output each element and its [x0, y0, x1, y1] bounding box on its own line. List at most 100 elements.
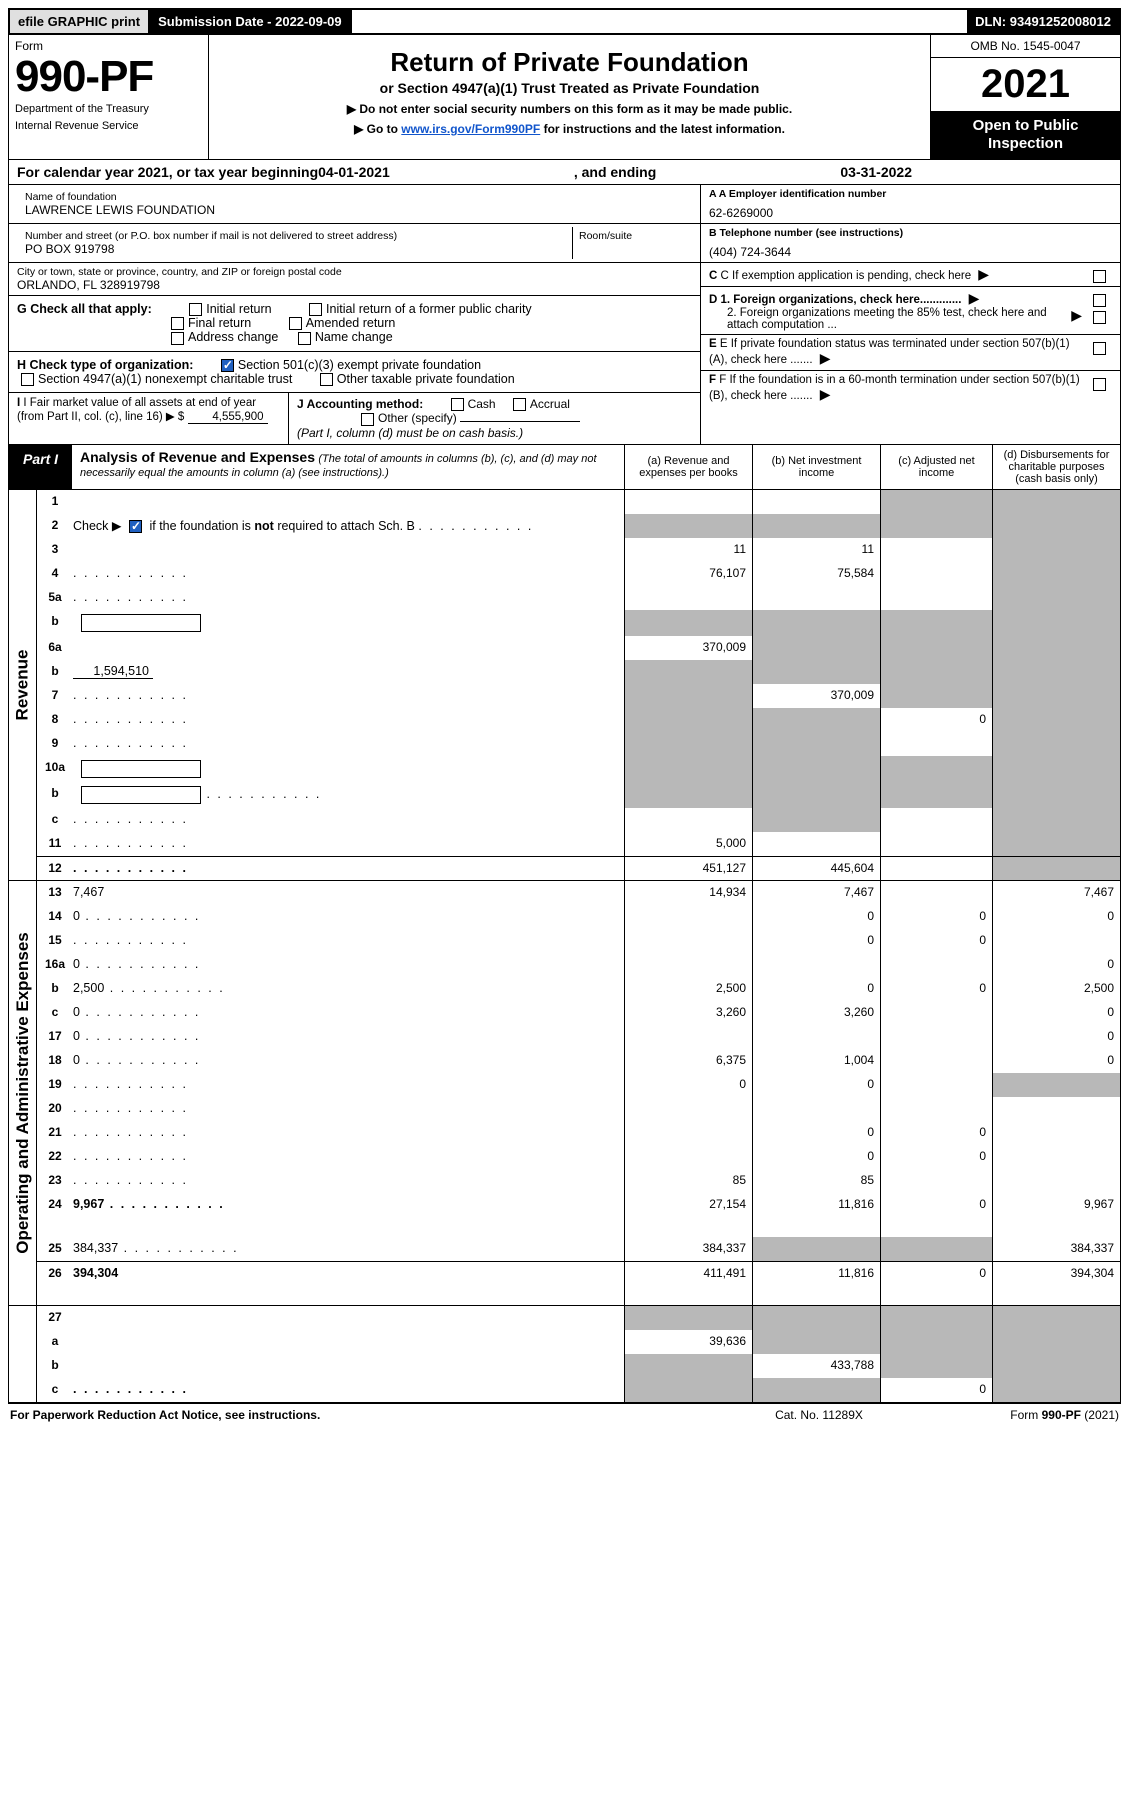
row-description: 1,594,510 [73, 660, 624, 684]
row-number: 5a [37, 586, 73, 610]
cell-a: 76,107 [624, 562, 752, 586]
cell-c [880, 732, 992, 756]
cell-a [624, 1378, 752, 1402]
row-description [73, 1121, 624, 1145]
row-number: 12 [37, 856, 73, 880]
cell-c [880, 636, 992, 660]
table-row: c [37, 808, 1120, 832]
table-row: 12451,127445,604 [37, 856, 1120, 880]
checkbox-amended[interactable] [289, 317, 302, 330]
table-row: 1806,3751,0040 [37, 1049, 1120, 1073]
cell-b: 7,467 [752, 881, 880, 905]
row-number: 10a [37, 756, 73, 782]
row-number: 1 [37, 490, 73, 514]
efile-label[interactable]: efile GRAPHIC print [10, 10, 150, 33]
cell-a [624, 1025, 752, 1049]
cell-b [752, 732, 880, 756]
cell-d [992, 636, 1120, 660]
table-row: 7370,009 [37, 684, 1120, 708]
row-number: 7 [37, 684, 73, 708]
checkbox-initial-return[interactable] [189, 303, 202, 316]
part1-header: Part I Analysis of Revenue and Expenses … [8, 445, 1121, 490]
cell-a [624, 782, 752, 808]
cell-c: 0 [880, 977, 992, 1001]
cell-b [752, 610, 880, 636]
table-row: 31111 [37, 538, 1120, 562]
checkbox-501c3[interactable] [221, 359, 234, 372]
cell-a: 27,154 [624, 1193, 752, 1237]
table-row: c03,2603,2600 [37, 1001, 1120, 1025]
col-c-head: (c) Adjusted net income [880, 445, 992, 489]
cell-c [880, 538, 992, 562]
checkbox-c[interactable] [1093, 270, 1106, 283]
checkbox-address-change[interactable] [171, 332, 184, 345]
cell-b [752, 636, 880, 660]
checkbox-d2[interactable] [1093, 311, 1106, 324]
cell-a [624, 756, 752, 782]
row-description [73, 808, 624, 832]
f-cell: F F If the foundation is in a 60-month t… [701, 371, 1120, 406]
row-description [73, 490, 624, 514]
cell-d [992, 1073, 1120, 1097]
checkbox-4947[interactable] [21, 373, 34, 386]
cell-c: 0 [880, 1145, 992, 1169]
part1-desc: Analysis of Revenue and Expenses (The to… [72, 445, 624, 489]
cell-d [992, 684, 1120, 708]
table-row: 16a00 [37, 953, 1120, 977]
row-description [73, 1306, 624, 1330]
cell-c [880, 660, 992, 684]
cell-a [624, 808, 752, 832]
checkbox-other-taxable[interactable] [320, 373, 333, 386]
table-row: 2200 [37, 1145, 1120, 1169]
cell-c [880, 1169, 992, 1193]
cell-b [752, 1097, 880, 1121]
checkbox-cash[interactable] [451, 398, 464, 411]
dept-1: Department of the Treasury [15, 103, 202, 116]
cell-a [624, 732, 752, 756]
cell-d [992, 1354, 1120, 1378]
checkbox-f[interactable] [1093, 378, 1106, 391]
table-row: 140000 [37, 905, 1120, 929]
table-row: 238585 [37, 1169, 1120, 1193]
checkbox-final-return[interactable] [171, 317, 184, 330]
cell-c: 0 [880, 905, 992, 929]
row-number: b [37, 610, 73, 636]
checkbox-sch-b[interactable] [129, 520, 142, 533]
checkbox-accrual[interactable] [513, 398, 526, 411]
ij-row: I I Fair market value of all assets at e… [9, 393, 700, 444]
cell-c [880, 832, 992, 856]
row-number: 21 [37, 1121, 73, 1145]
cell-b [752, 756, 880, 782]
cell-c [880, 562, 992, 586]
tax-year: 2021 [931, 58, 1120, 111]
city: ORLANDO, FL 328919798 [17, 278, 692, 292]
row-number: 23 [37, 1169, 73, 1193]
cell-b: 11,816 [752, 1261, 880, 1305]
table-row: 10a [37, 756, 1120, 782]
irs-link[interactable]: www.irs.gov/Form990PF [401, 122, 540, 136]
row-number: 27 [37, 1306, 73, 1330]
cell-b: 0 [752, 1073, 880, 1097]
checkbox-initial-former[interactable] [309, 303, 322, 316]
form-label: Form [15, 39, 202, 53]
table-row: 2100 [37, 1121, 1120, 1145]
row-description [73, 856, 624, 880]
table-row: 476,10775,584 [37, 562, 1120, 586]
checkbox-name-change[interactable] [298, 332, 311, 345]
checkbox-e[interactable] [1093, 342, 1106, 355]
cell-b [752, 586, 880, 610]
checkbox-d1[interactable] [1093, 294, 1106, 307]
row-description: 2,500 [73, 977, 624, 1001]
cell-c [880, 586, 992, 610]
checkbox-other-method[interactable] [361, 413, 374, 426]
row-description: 0 [73, 953, 624, 977]
table-row: 137,46714,9347,4677,467 [37, 881, 1120, 905]
row-description: 0 [73, 1025, 624, 1049]
cell-d: 2,500 [992, 977, 1120, 1001]
cell-a [624, 684, 752, 708]
cell-b [752, 1330, 880, 1354]
row-description [73, 562, 624, 586]
foundation-name: LAWRENCE LEWIS FOUNDATION [25, 203, 684, 217]
cell-c [880, 1306, 992, 1330]
expenses-side-label: Operating and Administrative Expenses [9, 881, 37, 1305]
